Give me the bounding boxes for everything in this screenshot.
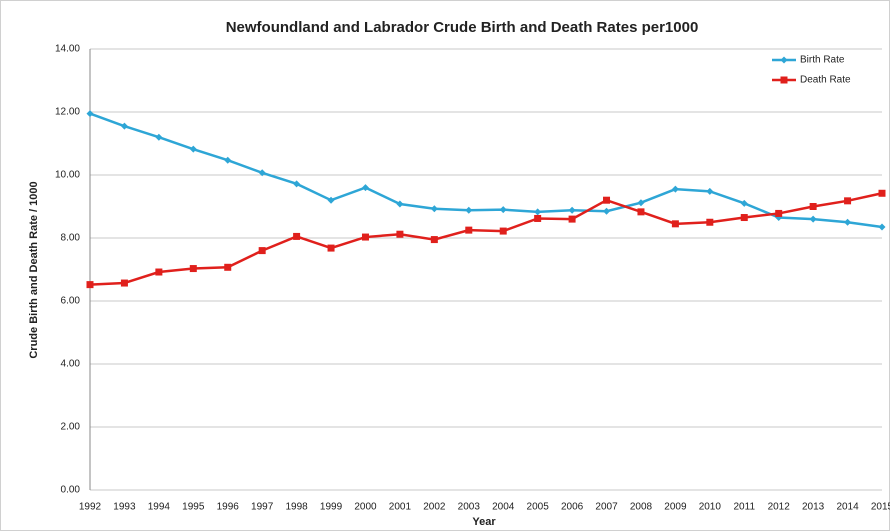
y-tick-label: 0.00 [61, 485, 81, 496]
marker [637, 199, 645, 207]
marker [844, 197, 852, 205]
series-line [89, 112, 883, 229]
legend-label: Death Rate [800, 75, 851, 86]
x-axis-title: Year [472, 516, 496, 528]
x-tick-label: 2005 [527, 502, 550, 513]
marker [86, 281, 94, 289]
marker [361, 233, 369, 241]
marker [396, 200, 404, 208]
x-tick-label: 2010 [699, 502, 722, 513]
marker [327, 244, 335, 252]
marker [258, 247, 266, 255]
x-tick-label: 1994 [148, 502, 171, 513]
marker [224, 156, 232, 164]
marker [568, 206, 576, 214]
marker [499, 206, 507, 214]
marker [637, 208, 645, 216]
x-tick-label: 2000 [354, 502, 377, 513]
marker [809, 215, 817, 223]
y-tick-label: 4.00 [61, 359, 81, 370]
x-tick-label: 1995 [182, 502, 205, 513]
y-tick-label: 2.00 [61, 422, 81, 433]
x-tick-label: 2009 [664, 502, 687, 513]
x-tick-label: 1992 [79, 502, 102, 513]
marker [534, 208, 542, 216]
x-tick-label: 1996 [217, 502, 240, 513]
marker [465, 226, 473, 234]
legend-marker [780, 76, 788, 84]
marker [740, 199, 748, 207]
marker [189, 145, 197, 153]
marker [534, 214, 542, 222]
marker [499, 227, 507, 235]
x-tick-label: 2011 [734, 502, 756, 513]
marker [878, 223, 886, 231]
marker [775, 209, 783, 217]
marker [430, 205, 438, 213]
marker [86, 110, 94, 118]
y-tick-label: 8.00 [61, 233, 81, 244]
marker [120, 122, 128, 130]
marker [740, 214, 748, 222]
x-tick-label: 2001 [389, 502, 412, 513]
marker [671, 185, 679, 193]
y-tick-label: 12.00 [55, 107, 80, 118]
marker [844, 218, 852, 226]
marker [465, 206, 473, 214]
marker [293, 180, 301, 188]
marker [120, 279, 128, 287]
x-tick-label: 2013 [802, 502, 825, 513]
series-line [89, 192, 883, 286]
marker [155, 268, 163, 276]
x-tick-label: 2008 [630, 502, 653, 513]
marker [258, 169, 266, 177]
marker [293, 232, 301, 240]
x-tick-label: 2004 [492, 502, 515, 513]
y-tick-label: 14.00 [55, 44, 80, 55]
y-tick-label: 10.00 [55, 170, 80, 181]
marker [878, 189, 886, 197]
marker [430, 236, 438, 244]
marker [603, 207, 611, 215]
marker [706, 218, 714, 226]
x-tick-label: 2003 [458, 502, 481, 513]
legend-label: Birth Rate [800, 55, 845, 66]
x-tick-label: 1998 [285, 502, 308, 513]
marker [603, 196, 611, 204]
y-tick-label: 6.00 [61, 296, 81, 307]
x-tick-label: 1997 [251, 502, 274, 513]
x-tick-label: 1999 [320, 502, 343, 513]
marker [189, 265, 197, 273]
chart-title: Newfoundland and Labrador Crude Birth an… [226, 19, 699, 36]
marker [155, 133, 163, 141]
x-tick-label: 2002 [423, 502, 446, 513]
x-tick-label: 2007 [595, 502, 618, 513]
marker [396, 230, 404, 238]
x-tick-label: 2012 [768, 502, 791, 513]
x-tick-label: 2006 [561, 502, 584, 513]
x-tick-label: 1993 [113, 502, 136, 513]
marker [568, 215, 576, 223]
legend-marker [780, 56, 788, 64]
y-axis-title: Crude Birth and Death Rate / 1000 [28, 181, 40, 358]
marker [671, 220, 679, 228]
marker [224, 263, 232, 271]
marker [809, 203, 817, 210]
x-tick-label: 2015 [871, 502, 890, 513]
marker [327, 196, 335, 204]
x-tick-label: 2014 [836, 502, 859, 513]
marker [706, 187, 714, 195]
marker [361, 184, 369, 192]
